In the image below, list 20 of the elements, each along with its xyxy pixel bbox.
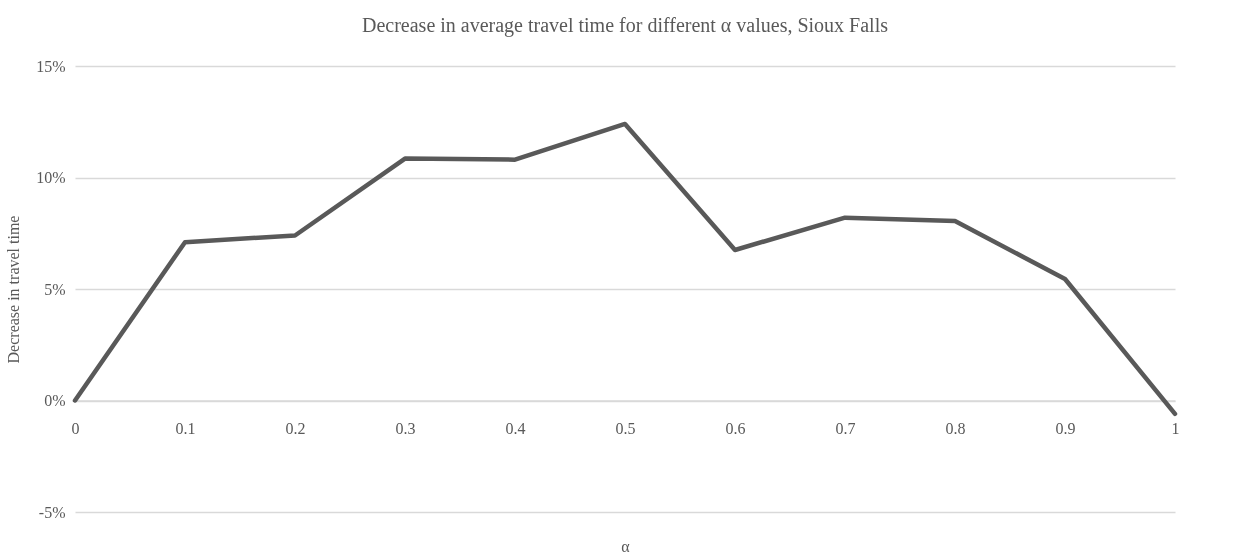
y-tick-label: 5% [44,280,66,298]
x-axis-title: α [621,537,631,553]
x-tick-label: 0.3 [395,420,416,437]
x-tick-label: 0.5 [615,420,636,437]
x-tick-label: 0.8 [945,420,966,437]
chart-title: Decrease in average travel time for different α values, Sioux Falls [361,14,889,37]
y-tick-label: 10% [36,169,66,186]
x-tick-label: 0.9 [1055,420,1076,437]
x-tick-label: 0 [71,420,80,437]
y-tick-label: 0% [44,392,66,409]
x-tick-label: 0.4 [505,420,526,437]
x-tick-label: 0.7 [835,420,856,437]
x-tick-label: 1 [1171,420,1180,437]
y-tick-label: 15% [36,57,66,75]
x-tick-label: 0.1 [175,420,196,437]
line-series [72,121,1178,417]
y-tick-label: -5% [38,503,66,521]
x-tick-label: 0.2 [285,420,306,437]
x-tick-label: 0.6 [725,420,746,437]
y-axis-title: Decrease in travel time [5,215,23,364]
